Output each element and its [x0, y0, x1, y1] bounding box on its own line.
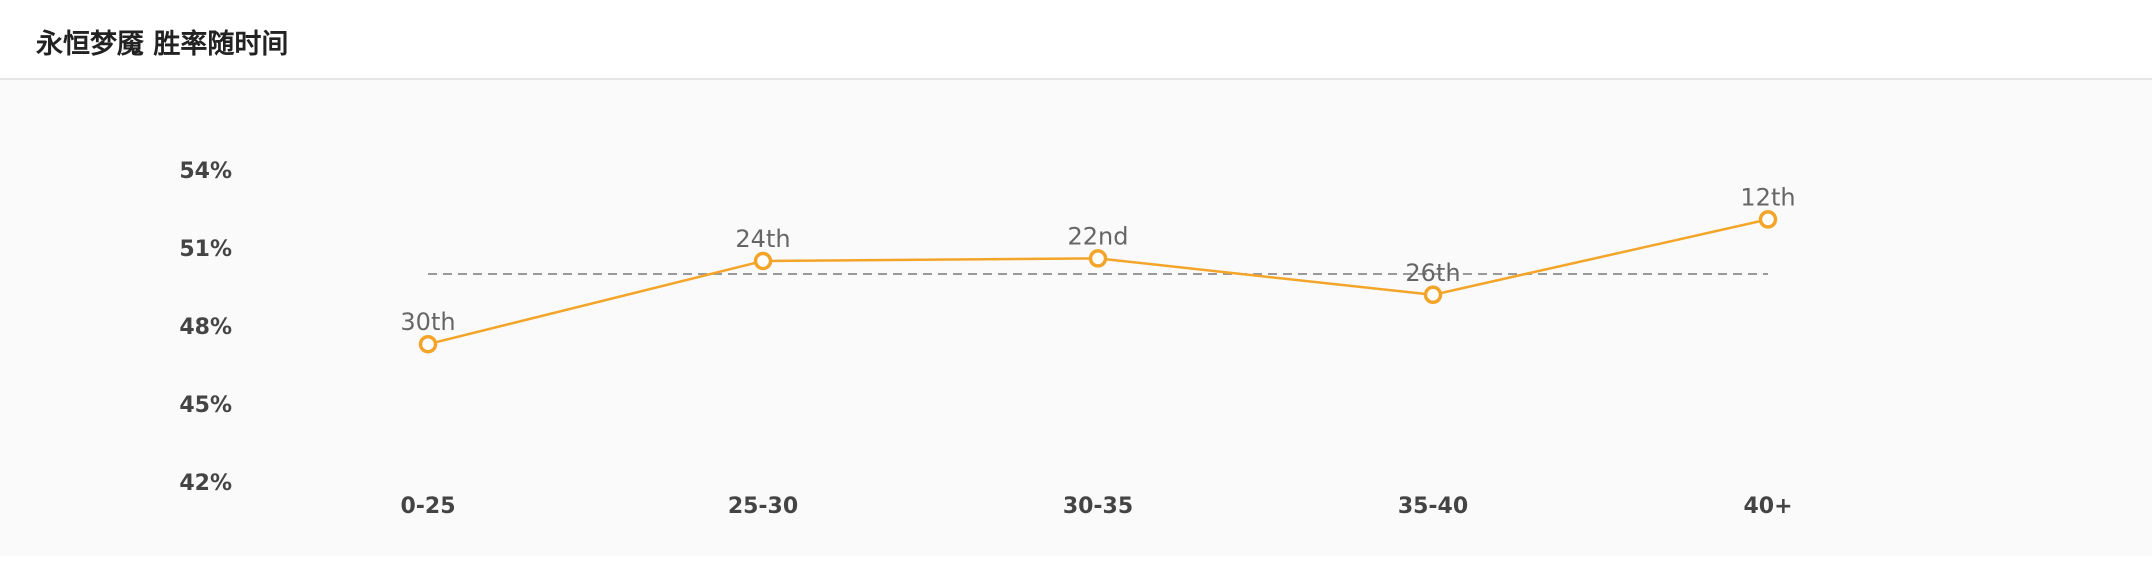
y-tick-label: 54%: [179, 159, 232, 184]
rank-label: 24th: [735, 225, 790, 253]
data-point: [418, 334, 438, 354]
rank-label: 30th: [400, 308, 455, 336]
x-tick-label: 35-40: [1398, 494, 1468, 519]
rank-label: 26th: [1405, 259, 1460, 287]
data-point: [1088, 249, 1108, 268]
x-tick-label: 25-30: [728, 494, 798, 519]
y-axis-ticks: 54% 51% 48% 45% 42%: [179, 159, 232, 496]
data-points: [418, 210, 1778, 354]
data-point: [1758, 210, 1778, 229]
rank-label: 12th: [1740, 183, 1795, 211]
chart-area: 54% 51% 48% 45% 42% 0-25 25-30 30-35 35-40 40+ 3…: [0, 80, 2152, 556]
chart-header: 永恒梦魇 胜率随时间: [0, 0, 2152, 80]
y-tick-label: 45%: [179, 393, 232, 418]
y-tick-label: 48%: [179, 315, 232, 340]
rank-label: 22nd: [1068, 222, 1129, 250]
x-tick-label: 0-25: [400, 494, 455, 519]
data-point: [1423, 285, 1443, 305]
rank-labels: 30th 24th 22nd 26th 12th: [400, 183, 1795, 336]
x-tick-label: 30-35: [1063, 494, 1133, 519]
x-axis-ticks: 0-25 25-30 30-35 35-40 40+: [400, 494, 1792, 519]
winrate-line-chart: 54% 51% 48% 45% 42% 0-25 25-30 30-35 35-40 40+ 3…: [179, 159, 1795, 519]
y-tick-label: 42%: [179, 471, 232, 496]
page-title: 永恒梦魇 胜率随时间: [36, 29, 289, 60]
x-tick-label: 40+: [1743, 494, 1792, 519]
y-tick-label: 51%: [179, 237, 232, 262]
data-point: [753, 251, 773, 271]
